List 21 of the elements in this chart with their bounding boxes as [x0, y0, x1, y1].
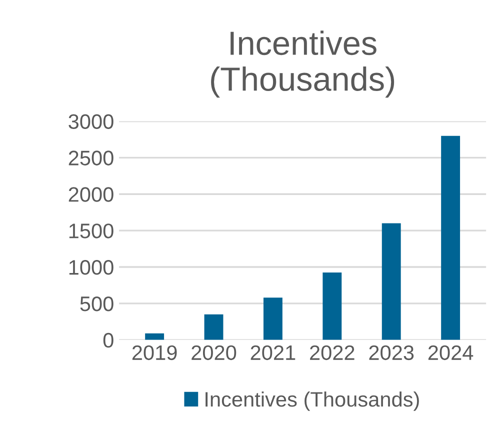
y-tick-label: 500	[80, 296, 114, 312]
bar	[204, 314, 224, 340]
x-tick-label: 2022	[310, 345, 354, 360]
x-tick-label: 2020	[192, 345, 236, 360]
x-tick-label: 2023	[369, 345, 414, 360]
legend-label: Incentives (Thousands)	[206, 391, 419, 411]
y-tick-label: 1500	[69, 224, 114, 238]
bar	[145, 333, 164, 340]
y-tick-label: 2000	[68, 187, 114, 202]
chart-title: Incentives (Thousands)	[211, 30, 394, 98]
x-tick-label: 2024	[428, 345, 474, 360]
bar	[382, 223, 401, 340]
y-tick-label: 3000	[68, 114, 114, 129]
x-tick-label: 2021	[250, 345, 296, 360]
y-tick-label: 2500	[68, 150, 114, 166]
x-tick-label: 2019	[132, 345, 177, 360]
bar	[263, 298, 282, 340]
y-tick-label: 1000	[69, 260, 114, 275]
y-tick-label: 0	[103, 332, 114, 348]
bar	[441, 136, 460, 340]
bar	[322, 272, 342, 340]
